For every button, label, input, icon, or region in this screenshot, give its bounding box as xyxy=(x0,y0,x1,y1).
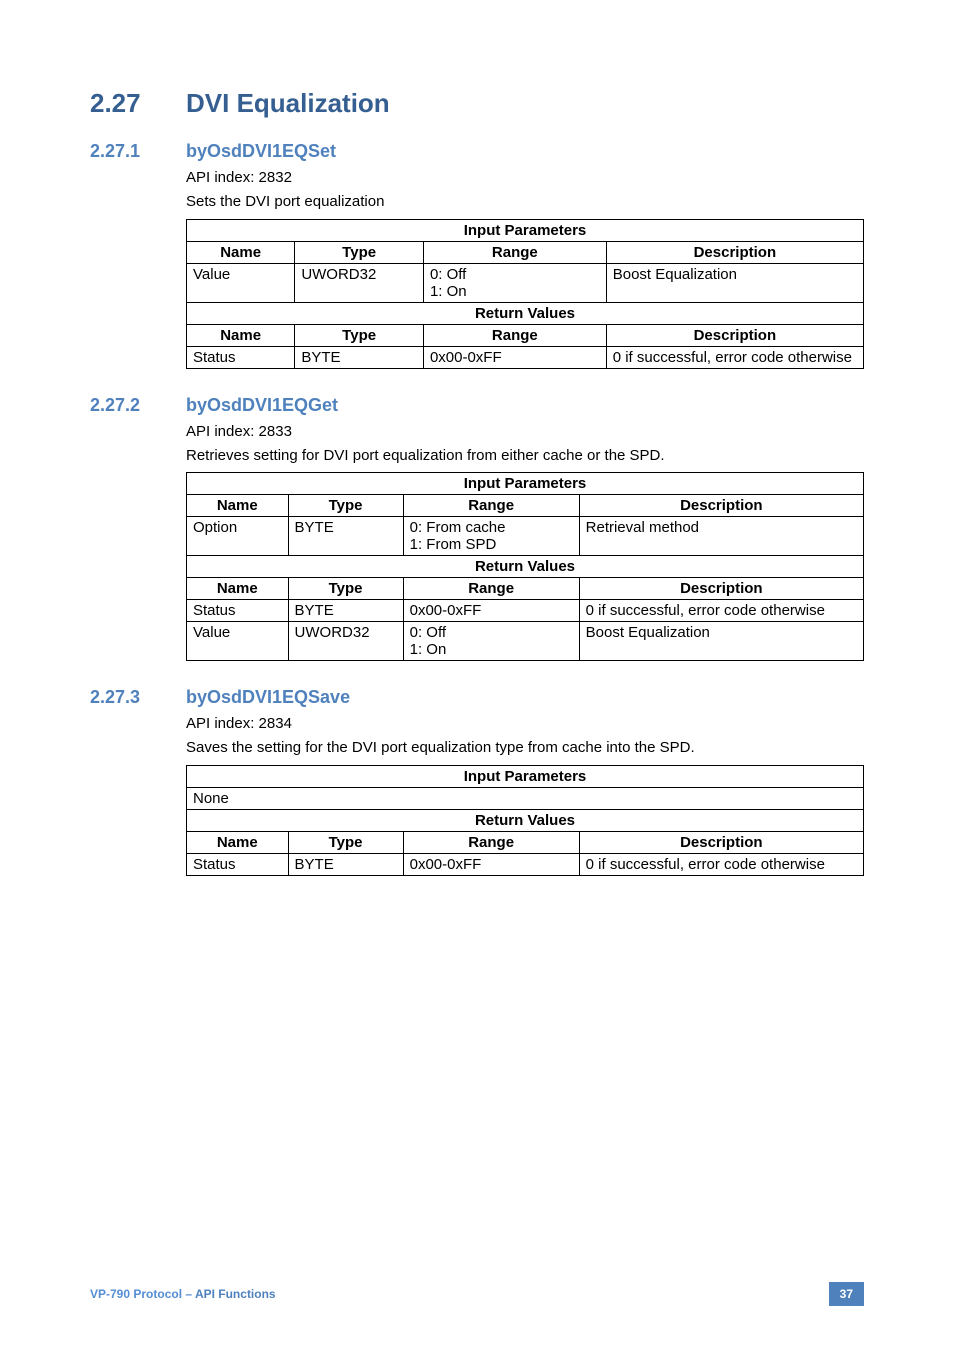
column-header: Type xyxy=(295,324,424,346)
table-cell: 0x00-0xFF xyxy=(403,853,579,875)
subsection-number: 2.27.3 xyxy=(90,687,186,708)
table-cell: None xyxy=(187,787,864,809)
footer-left: VP-790 Protocol – API Functions xyxy=(90,1287,276,1301)
table-cell: BYTE xyxy=(288,853,403,875)
footer-prefix: VP-790 Protocol – xyxy=(90,1287,195,1301)
table-cell: 0: From cache1: From SPD xyxy=(403,517,579,556)
table-cell: Status xyxy=(187,346,295,368)
table-cell: Boost Equalization xyxy=(579,622,863,661)
section-title: DVI Equalization xyxy=(186,88,390,118)
column-header: Type xyxy=(288,831,403,853)
table-cell: Value xyxy=(187,263,295,302)
table-cell: 0 if successful, error code otherwise xyxy=(579,600,863,622)
return-values-header: Return Values xyxy=(187,809,864,831)
table-cell: 0x00-0xFF xyxy=(403,600,579,622)
table-cell: BYTE xyxy=(288,517,403,556)
input-parameters-header: Input Parameters xyxy=(187,765,864,787)
table-cell: 0: Off1: On xyxy=(403,622,579,661)
table-row: StatusBYTE0x00-0xFF0 if successful, erro… xyxy=(187,853,864,875)
subsection-title: byOsdDVI1EQSave xyxy=(186,687,350,707)
input-parameters-header: Input Parameters xyxy=(187,219,864,241)
column-header: Type xyxy=(288,495,403,517)
subsection-number: 2.27.2 xyxy=(90,395,186,416)
column-header: Name xyxy=(187,831,289,853)
column-header: Type xyxy=(295,241,424,263)
table-row: OptionBYTE0: From cache1: From SPDRetrie… xyxy=(187,517,864,556)
subsection-heading: 2.27.2byOsdDVI1EQGet xyxy=(90,395,864,416)
subsection-description: Sets the DVI port equalization xyxy=(186,192,864,212)
subsection-title: byOsdDVI1EQGet xyxy=(186,395,338,415)
table-row: ValueUWORD320: Off1: OnBoost Equalizatio… xyxy=(187,622,864,661)
table-cell: 0 if successful, error code otherwise xyxy=(606,346,863,368)
table-cell: Retrieval method xyxy=(579,517,863,556)
table-row: None xyxy=(187,787,864,809)
table-cell: 0x00-0xFF xyxy=(423,346,606,368)
column-header: Name xyxy=(187,324,295,346)
column-header: Name xyxy=(187,578,289,600)
column-header: Range xyxy=(403,578,579,600)
api-index-line: API index: 2834 xyxy=(186,714,864,734)
column-header: Range xyxy=(403,831,579,853)
column-header: Description xyxy=(606,241,863,263)
api-index-line: API index: 2832 xyxy=(186,168,864,188)
page-number-badge: 37 xyxy=(829,1282,864,1306)
return-values-header: Return Values xyxy=(187,556,864,578)
section-heading: 2.27DVI Equalization xyxy=(90,88,864,119)
column-header: Description xyxy=(579,831,863,853)
subsection-heading: 2.27.1byOsdDVI1EQSet xyxy=(90,141,864,162)
subsection-description: Retrieves setting for DVI port equalizat… xyxy=(186,446,864,466)
column-header: Description xyxy=(579,495,863,517)
column-header: Range xyxy=(423,324,606,346)
table-cell: UWORD32 xyxy=(288,622,403,661)
return-values-header: Return Values xyxy=(187,302,864,324)
table-cell: BYTE xyxy=(288,600,403,622)
table-cell: BYTE xyxy=(295,346,424,368)
table-cell: Value xyxy=(187,622,289,661)
column-header: Range xyxy=(403,495,579,517)
subsection-description: Saves the setting for the DVI port equal… xyxy=(186,738,864,758)
table-cell: Status xyxy=(187,853,289,875)
table-cell: 0 if successful, error code otherwise xyxy=(579,853,863,875)
column-header: Name xyxy=(187,495,289,517)
column-header: Type xyxy=(288,578,403,600)
table-cell: Boost Equalization xyxy=(606,263,863,302)
table-cell: Option xyxy=(187,517,289,556)
subsection-number: 2.27.1 xyxy=(90,141,186,162)
table-row: StatusBYTE0x00-0xFF0 if successful, erro… xyxy=(187,346,864,368)
parameters-table: Input ParametersNoneReturn ValuesNameTyp… xyxy=(186,765,864,876)
table-cell: 0: Off1: On xyxy=(423,263,606,302)
page-footer: VP-790 Protocol – API Functions 37 xyxy=(90,1282,864,1306)
input-parameters-header: Input Parameters xyxy=(187,473,864,495)
column-header: Range xyxy=(423,241,606,263)
column-header: Description xyxy=(579,578,863,600)
parameters-table: Input ParametersNameTypeRangeDescription… xyxy=(186,472,864,661)
section-number: 2.27 xyxy=(90,88,186,119)
api-index-line: API index: 2833 xyxy=(186,422,864,442)
column-header: Description xyxy=(606,324,863,346)
column-header: Name xyxy=(187,241,295,263)
subsection-title: byOsdDVI1EQSet xyxy=(186,141,336,161)
table-cell: Status xyxy=(187,600,289,622)
subsection-heading: 2.27.3byOsdDVI1EQSave xyxy=(90,687,864,708)
footer-suffix: API Functions xyxy=(195,1287,276,1301)
parameters-table: Input ParametersNameTypeRangeDescription… xyxy=(186,219,864,369)
table-row: StatusBYTE0x00-0xFF0 if successful, erro… xyxy=(187,600,864,622)
table-cell: UWORD32 xyxy=(295,263,424,302)
table-row: ValueUWORD320: Off1: OnBoost Equalizatio… xyxy=(187,263,864,302)
